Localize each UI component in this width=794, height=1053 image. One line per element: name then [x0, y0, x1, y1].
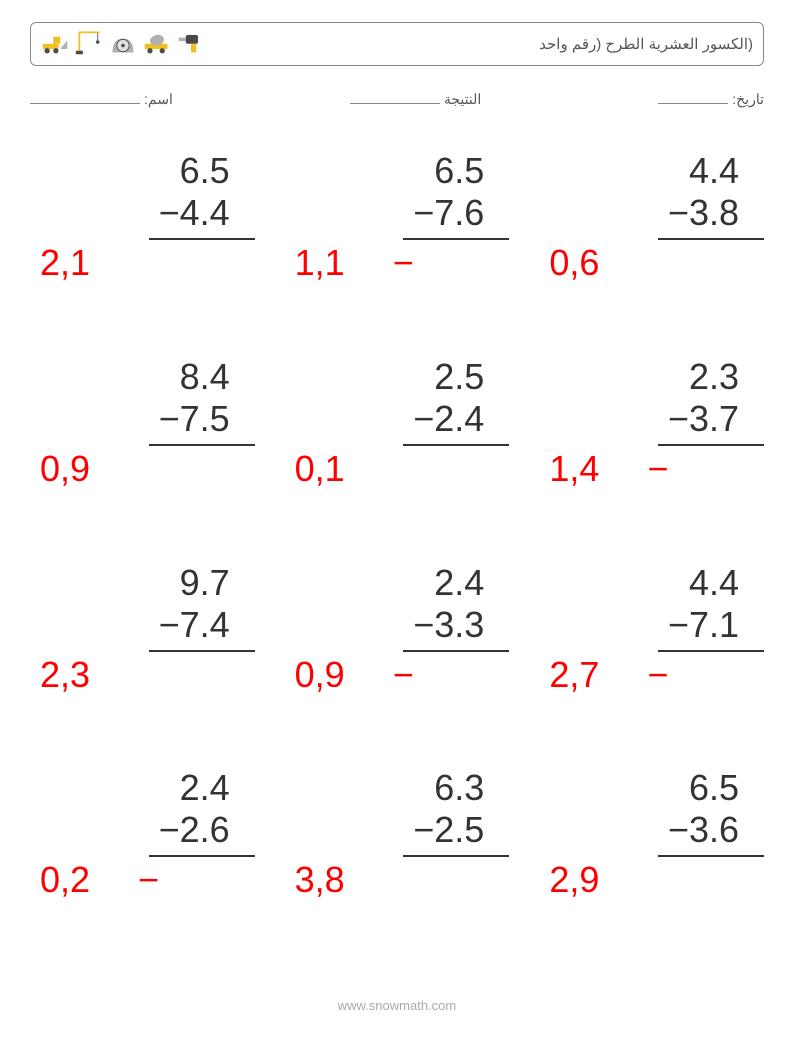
worksheet-title: (الكسور العشرية الطرح (رقم واحد: [539, 35, 753, 53]
answer: 2,1: [30, 240, 255, 284]
subtrahend: −7.4: [149, 604, 255, 652]
drill-icon: [177, 28, 205, 61]
answer: 0,9−: [285, 652, 510, 696]
minuend: 2.4: [180, 767, 255, 809]
subtrahend: −3.7: [658, 398, 764, 446]
minuend: 2.3: [689, 356, 764, 398]
subtrahend: −7.6: [403, 192, 509, 240]
minuend: 6.5: [434, 150, 509, 192]
minuend: 2.4: [434, 562, 509, 604]
answer-sign: −: [617, 654, 668, 696]
answer-value: 3,8: [295, 859, 345, 901]
answer: 3,8: [285, 857, 510, 901]
answer: 1,4−: [539, 446, 764, 490]
subtrahend: −7.1: [658, 604, 764, 652]
minuend: 2.5: [434, 356, 509, 398]
worksheet-header: (الكسور العشرية الطرح (رقم واحد: [30, 22, 764, 66]
header-icons: [41, 28, 205, 61]
minuend: 4.4: [689, 562, 764, 604]
answer-value: 0,2: [40, 859, 90, 901]
subtrahend: −2.6: [149, 809, 255, 857]
info-fields: تاريخ: النتيجة اسم:: [30, 90, 764, 108]
problem-6: 2.3−3.71,4−: [539, 356, 764, 522]
answer-value: 0,6: [549, 242, 599, 284]
date-field: تاريخ:: [658, 90, 764, 108]
answer-sign: −: [363, 654, 414, 696]
answer-value: 2,1: [40, 242, 90, 284]
score-label: النتيجة: [444, 91, 481, 108]
problem-2: 6.5−7.61,1−: [285, 150, 510, 316]
name-field: اسم:: [30, 90, 173, 108]
answer: 1,1−: [285, 240, 510, 284]
subtrahend: −2.5: [403, 809, 509, 857]
problem-4: 8.4−7.5 0,9: [30, 356, 255, 522]
problem-10: 2.4−2.60,2−: [30, 767, 255, 933]
problem-8: 2.4−3.30,9−: [285, 562, 510, 728]
minuend: 9.7: [180, 562, 255, 604]
cement-truck-icon: [143, 28, 171, 61]
problem-7: 9.7−7.4 2,3: [30, 562, 255, 728]
subtrahend: −7.5: [149, 398, 255, 446]
problem-12: 6.5−3.6 2,9: [539, 767, 764, 933]
problem-9: 4.4−7.12,7−: [539, 562, 764, 728]
answer: 0,6: [539, 240, 764, 284]
date-blank: [658, 90, 728, 104]
answer-value: 0,9: [40, 448, 90, 490]
answer-value: 0,1: [295, 448, 345, 490]
answer: 0,1: [285, 446, 510, 490]
subtrahend: −2.4: [403, 398, 509, 446]
answer: 2,9: [539, 857, 764, 901]
footer-url: www.snowmath.com: [0, 998, 794, 1013]
answer: 0,9: [30, 446, 255, 490]
problem-3: 4.4−3.8 0,6: [539, 150, 764, 316]
sawblade-icon: [109, 28, 137, 61]
answer-value: 1,1: [295, 242, 345, 284]
answer: 0,2−: [30, 857, 255, 901]
answer-value: 2,3: [40, 654, 90, 696]
score-field: النتيجة: [350, 90, 481, 108]
answer-value: 2,7: [549, 654, 599, 696]
name-blank: [30, 90, 140, 104]
answer: 2,7−: [539, 652, 764, 696]
answer-value: 0,9: [295, 654, 345, 696]
subtrahend: −3.3: [403, 604, 509, 652]
crane-icon: [75, 28, 103, 61]
answer-sign: −: [363, 242, 414, 284]
date-label: تاريخ:: [732, 91, 764, 108]
answer-sign: −: [617, 448, 668, 490]
answer-sign: −: [108, 859, 159, 901]
bulldozer-icon: [41, 28, 69, 61]
name-label: اسم:: [144, 91, 173, 108]
problems-grid: 6.5−4.42,16.5−7.61,1−4.4−3.80,68.4−7.50,…: [30, 150, 764, 933]
problem-11: 6.3−2.5 3,8: [285, 767, 510, 933]
answer-value: 1,4: [549, 448, 599, 490]
problem-5: 2.5−2.4 0,1: [285, 356, 510, 522]
subtrahend: −4.4: [149, 192, 255, 240]
minuend: 8.4: [180, 356, 255, 398]
score-blank: [350, 90, 440, 104]
minuend: 6.3: [434, 767, 509, 809]
minuend: 4.4: [689, 150, 764, 192]
answer: 2,3: [30, 652, 255, 696]
minuend: 6.5: [689, 767, 764, 809]
minuend: 6.5: [180, 150, 255, 192]
subtrahend: −3.6: [658, 809, 764, 857]
subtrahend: −3.8: [658, 192, 764, 240]
answer-value: 2,9: [549, 859, 599, 901]
problem-1: 6.5−4.4 2,1: [30, 150, 255, 316]
